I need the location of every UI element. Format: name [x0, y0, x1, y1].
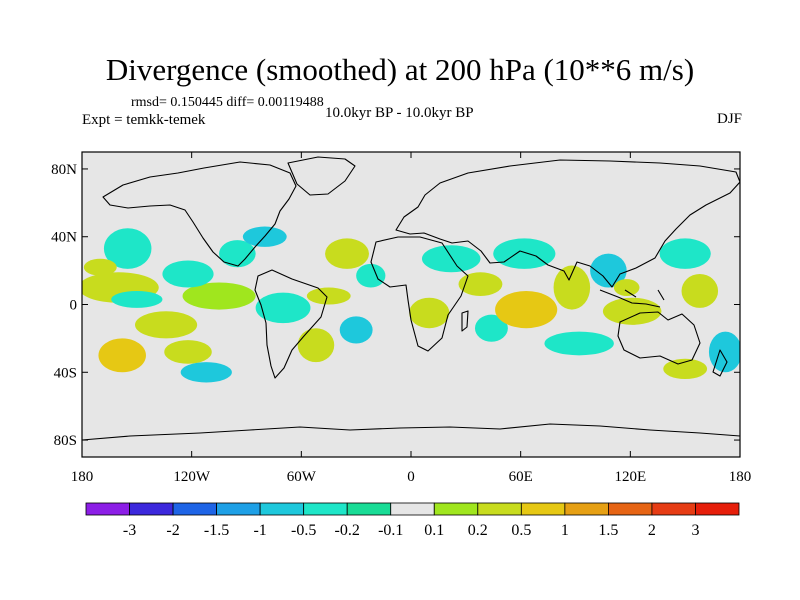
eurasia-outline [395, 159, 740, 288]
lon-tick-label-4: 60E [509, 469, 533, 485]
colorbar-box-13 [651, 502, 696, 516]
colorbar-box-6 [346, 502, 392, 516]
colorbar-label-8: 0.2 [468, 522, 488, 539]
divergence-blob-9 [219, 240, 256, 268]
period-label: 10.0kyr BP - 10.0kyr BP [325, 105, 474, 121]
africa-outline [370, 236, 469, 352]
divergence-blob-12 [255, 292, 311, 324]
colorbar-box-5 [303, 502, 348, 516]
new-zealand-outline [712, 349, 728, 377]
lat-tick-label-4: 80S [54, 433, 77, 449]
north-america-outline [102, 161, 297, 267]
divergence-blob-21 [474, 314, 508, 342]
colorbar-label-7: 0.1 [424, 522, 444, 539]
colorbar-label-10: 1 [561, 522, 569, 539]
divergence-blob-26 [602, 297, 662, 325]
colorbar-label-11: 1.5 [598, 522, 618, 539]
stats-text: rmsd= 0.150445 diff= 0.00119488 [131, 95, 324, 110]
divergence-blob-25 [590, 253, 627, 288]
divergence-blob-5 [164, 340, 212, 364]
colorbar-label-1: -2 [166, 522, 179, 539]
divergence-blob-4 [135, 311, 198, 339]
colorbar-label-13: 3 [691, 522, 699, 539]
colorbar-box-10 [520, 502, 566, 516]
divergence-blob-6 [182, 282, 256, 310]
lat-tick-label-2: 0 [70, 298, 78, 314]
divergence-blob-13 [297, 328, 335, 363]
colorbar-label-3: -1 [253, 522, 266, 539]
lon-tick-label-6: 180 [729, 469, 752, 485]
divergence-blob-16 [356, 263, 386, 288]
colorbar-label-6: -0.1 [378, 522, 403, 539]
lon-tick-label-5: 120E [614, 469, 646, 485]
divergence-blob-2 [83, 258, 117, 276]
divergence-blob-29 [659, 238, 711, 269]
divergence-blob-28 [544, 331, 614, 356]
colorbar-box-7 [390, 502, 435, 516]
contour-fill-layer [82, 226, 740, 383]
colorbar-label-0: -3 [123, 522, 136, 539]
indonesia-outline [599, 289, 665, 308]
lat-tick-label-3: 40S [54, 365, 77, 381]
colorbar-box-9 [477, 502, 522, 516]
divergence-blob-15 [325, 238, 369, 269]
colorbar-box-2 [172, 502, 217, 516]
madagascar-outline [461, 310, 469, 332]
australia-outline [617, 311, 701, 365]
colorbar-label-2: -1.5 [204, 522, 229, 539]
colorbar: -3 -2 -1.5 -1 -0.5 -0.2 -0.1 0.1 0.2 0.5 1 1.5 2 3 [85, 502, 740, 539]
antarctica-outline [82, 423, 740, 441]
lon-tick-label-0: 180 [71, 469, 94, 485]
season-label: DJF [716, 111, 742, 127]
divergence-blob-24 [553, 265, 591, 310]
experiment-label: Expt = temkk-temek [82, 112, 206, 128]
divergence-blob-3 [98, 338, 146, 373]
divergence-blob-30 [681, 274, 719, 308]
map-axes: 180 120W 60W 0 60E 120E 180 80N 40N 0 40S 80S [51, 152, 751, 485]
divergence-blob-1 [103, 228, 152, 269]
lat-tick-label-1: 40N [51, 230, 77, 246]
divergence-blob-27 [613, 279, 640, 297]
lon-tick-label-1: 120W [173, 469, 211, 485]
south-america-outline [254, 269, 328, 379]
colorbar-box-3 [216, 502, 261, 516]
divergence-blob-7 [111, 290, 163, 308]
divergence-blob-18 [409, 297, 450, 329]
divergence-blob-22 [495, 290, 558, 329]
coastline-layer [82, 156, 740, 441]
colorbar-label-12: 2 [648, 522, 656, 539]
colorbar-box-11 [564, 502, 609, 516]
colorbar-box-8 [433, 502, 479, 516]
colorbar-label-5: -0.2 [335, 522, 360, 539]
divergence-blob-20 [458, 272, 503, 297]
divergence-blob-8 [162, 260, 214, 288]
divergence-blob-23 [493, 238, 556, 269]
map-title: Divergence (smoothed) at 200 hPa (10**6 … [105, 52, 695, 87]
divergence-blob-10 [180, 362, 232, 383]
colorbar-box-1 [129, 502, 174, 516]
colorbar-box-12 [608, 502, 653, 516]
lat-tick-label-0: 80N [51, 162, 77, 178]
colorbar-box-0 [85, 502, 130, 516]
colorbar-label-4: -0.5 [291, 522, 316, 539]
greenland-outline [287, 156, 356, 196]
colorbar-box-14 [695, 502, 740, 516]
divergence-blob-17 [339, 316, 373, 344]
divergence-blob-19 [421, 245, 481, 273]
lon-tick-label-3: 0 [407, 469, 415, 485]
colorbar-label-9: 0.5 [511, 522, 531, 539]
divergence-blob-14 [306, 287, 351, 305]
lon-tick-label-2: 60W [287, 469, 317, 485]
colorbar-box-4 [259, 502, 305, 516]
divergence-blob-32 [663, 358, 708, 380]
